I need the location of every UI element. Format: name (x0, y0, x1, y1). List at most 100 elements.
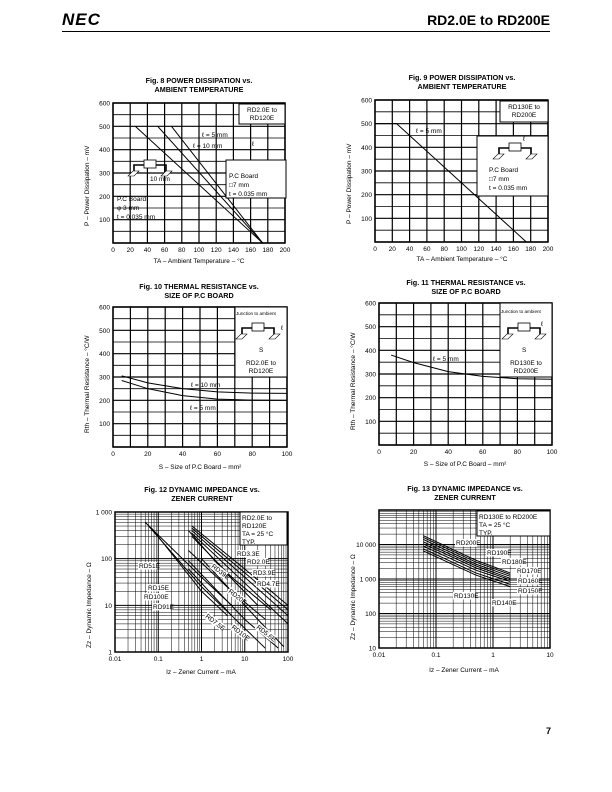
x-tick-label: 200 (543, 246, 554, 253)
label-background (453, 592, 476, 600)
x-tick-label: 20 (144, 451, 152, 458)
x-axis-label: S – Size of P.C Board – mm² (158, 464, 242, 471)
annotation-label: ℓ = 5 mm (190, 405, 216, 412)
legend-box-text: TYP. (479, 530, 493, 537)
label-background (252, 569, 275, 577)
chart-fig8: 0 20 40 60 80 100 120 140 160 180 200 100 200 300 400 5… (99, 101, 291, 255)
y-tick-label: 100 (99, 421, 110, 428)
y-tick-label: 400 (361, 145, 372, 152)
annotation-label: S (259, 347, 264, 354)
annotation-label: RD150E (518, 588, 543, 595)
x-tick-label: 180 (525, 246, 536, 253)
legend-box-text: RD200E (514, 368, 539, 375)
x-tick-label: 20 (410, 449, 418, 456)
x-axis-label: Iz – Zener Current – mA (429, 667, 499, 674)
label-background (254, 622, 277, 643)
annotation-label: Junction to ambient (501, 309, 542, 314)
y-tick-label: 400 (99, 147, 110, 154)
label-background (209, 561, 229, 579)
series-line-RD3.3E (191, 527, 289, 611)
x-tick-label: 120 (473, 246, 484, 253)
chart-title-fig10: Fig. 10 THERMAL RESISTANCE vs. SIZE OF P.… (89, 282, 309, 300)
y-tick-label: 100 (361, 216, 372, 223)
legend-box (499, 302, 553, 378)
x-tick-label: 160 (508, 246, 519, 253)
plot-frame (378, 509, 551, 649)
annotation-label: RD51E (139, 563, 161, 570)
x-tick-label: 60 (214, 451, 222, 458)
series-line-RD4.7E (191, 532, 289, 625)
y-tick-label: 600 (365, 301, 376, 308)
legend-box-text: TYP. (242, 539, 256, 546)
series-line-RD3.9E (191, 530, 289, 617)
y-tick-label: 200 (99, 194, 110, 201)
x-tick-label: 40 (144, 247, 152, 254)
series-line-line-1 (135, 125, 263, 244)
label-background (203, 611, 226, 632)
x-tick-label: 40 (445, 449, 453, 456)
x-tick-label: 10 (546, 652, 554, 659)
x-tick-label: 100 (283, 656, 294, 663)
annotation-label: ℓ (541, 321, 544, 328)
legend-box (476, 510, 551, 537)
chart-fig13: 0.01 0.1 1 10 10 100 1 000 10 000 RD130E to RD20… (356, 509, 554, 659)
label-background (517, 587, 540, 595)
y-tick-label: 100 (99, 217, 110, 224)
label-background (491, 599, 514, 607)
plot-frame (114, 511, 289, 653)
document-title: RD2.0E to RD200E (427, 12, 550, 28)
series-line-line-3 (171, 126, 264, 244)
y-tick-label: 400 (365, 348, 376, 355)
annotation-label: ℓ = 5 mm (416, 128, 442, 135)
x-tick-label: 200 (280, 247, 291, 254)
annotation-label: ℓ (523, 136, 526, 143)
annotation-label: RD2.0E (247, 559, 270, 566)
annotation-label: RD200E (456, 540, 481, 547)
label-background (143, 593, 166, 601)
x-axis-label: TA – Ambient Temperature – °C (416, 256, 508, 263)
x-tick-label: 0 (111, 451, 115, 458)
x-tick-label: 100 (547, 449, 558, 456)
x-tick-label: 140 (491, 246, 502, 253)
title-line: Fig. 11 THERMAL RESISTANCE vs. (406, 278, 526, 287)
y-tick-label: 500 (99, 124, 110, 131)
legend-box-text: RD120E (250, 115, 275, 122)
x-tick-label: 80 (249, 451, 257, 458)
series-line-RD150E (423, 545, 511, 582)
label-background (147, 584, 166, 592)
x-tick-label: 40 (179, 451, 187, 458)
annotation-label: P.C Board (117, 196, 147, 203)
annotation-label: ℓ = 10 mm (193, 143, 222, 150)
x-tick-label: 60 (161, 247, 169, 254)
title-line: SIZE OF P.C BOARD (164, 291, 234, 300)
legend-box-text: RD2.0E to (242, 515, 272, 522)
x-tick-label: 160 (245, 247, 256, 254)
y-tick-label: 1 (108, 650, 112, 657)
label-background (152, 603, 171, 611)
y-tick-label: 200 (99, 398, 110, 405)
nec-logo: NEC (62, 10, 101, 29)
label-background (501, 558, 524, 566)
series-line-RD130E (423, 550, 511, 588)
series-line-line-1 (375, 123, 527, 243)
annotation-label: RD7.5E (204, 613, 227, 633)
x-tick-label: 1 (491, 652, 495, 659)
legend-box-text: RD120E (242, 523, 267, 530)
y-tick-label: 100 (365, 419, 376, 426)
x-tick-label: 60 (479, 449, 487, 456)
y-tick-label: 300 (99, 375, 110, 382)
annotation-label: RD91E (153, 604, 175, 611)
diode-board-icon (501, 322, 547, 340)
y-tick-label: 100 (365, 611, 376, 618)
annotation-label: RD180E (502, 559, 527, 566)
y-tick-label: 1 000 (96, 510, 113, 517)
legend-box-text: TA = 25 °C (479, 521, 511, 529)
annotation-label: RD100E (144, 594, 169, 601)
series-line-RD160E (423, 543, 511, 581)
annotation-label: RD190E (487, 550, 512, 557)
y-tick-label: 10 (105, 603, 113, 610)
y-tick-label: 200 (361, 192, 372, 199)
label-background (455, 539, 478, 547)
x-tick-label: 80 (441, 246, 449, 253)
